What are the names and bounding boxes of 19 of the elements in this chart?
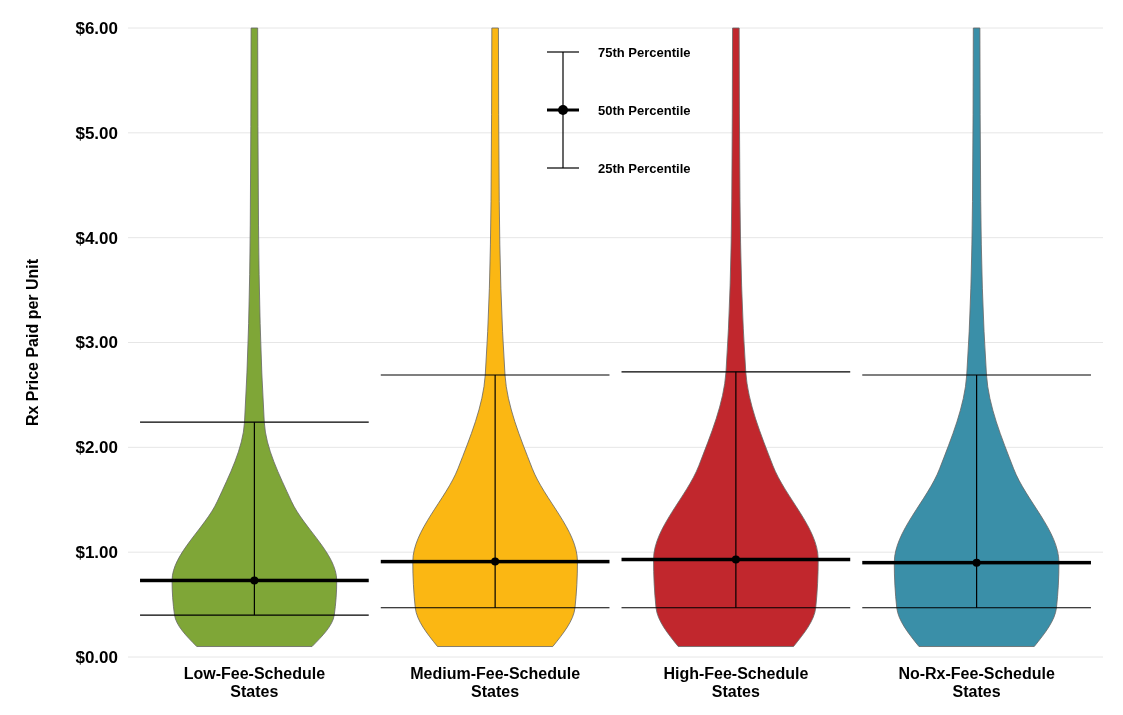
y-tick-label: $0.00: [75, 647, 118, 667]
x-tick-label: Low-Fee-Schedule States: [183, 665, 326, 700]
x-tick-label: High-Fee-Schedule States: [663, 665, 809, 700]
annotation: 75th Percentile: [598, 44, 691, 60]
y-tick-label: $2.00: [75, 438, 118, 458]
x-tick-label: No-Rx-Fee-Schedule States: [898, 665, 1055, 700]
point: [731, 555, 740, 564]
y-tick-label: $4.00: [75, 228, 118, 248]
annotation: 50th Percentile: [598, 102, 691, 118]
y-tick-label: $5.00: [75, 123, 118, 143]
point: [972, 558, 981, 567]
y-tick-label: $6.00: [75, 18, 118, 38]
y-tick-label: $1.00: [75, 543, 118, 563]
annotation: 25th Percentile: [598, 160, 691, 176]
y-tick-label: $3.00: [75, 333, 118, 353]
x-tick-label: Medium-Fee-Schedule States: [410, 665, 581, 700]
point: [491, 557, 500, 566]
point: [250, 576, 259, 585]
y-axis-title: Rx Price Paid per Unit: [24, 258, 41, 427]
